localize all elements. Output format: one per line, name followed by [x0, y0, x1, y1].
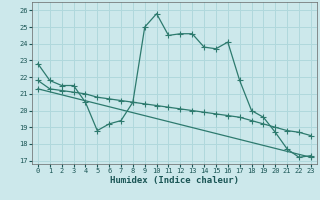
X-axis label: Humidex (Indice chaleur): Humidex (Indice chaleur) — [110, 176, 239, 185]
